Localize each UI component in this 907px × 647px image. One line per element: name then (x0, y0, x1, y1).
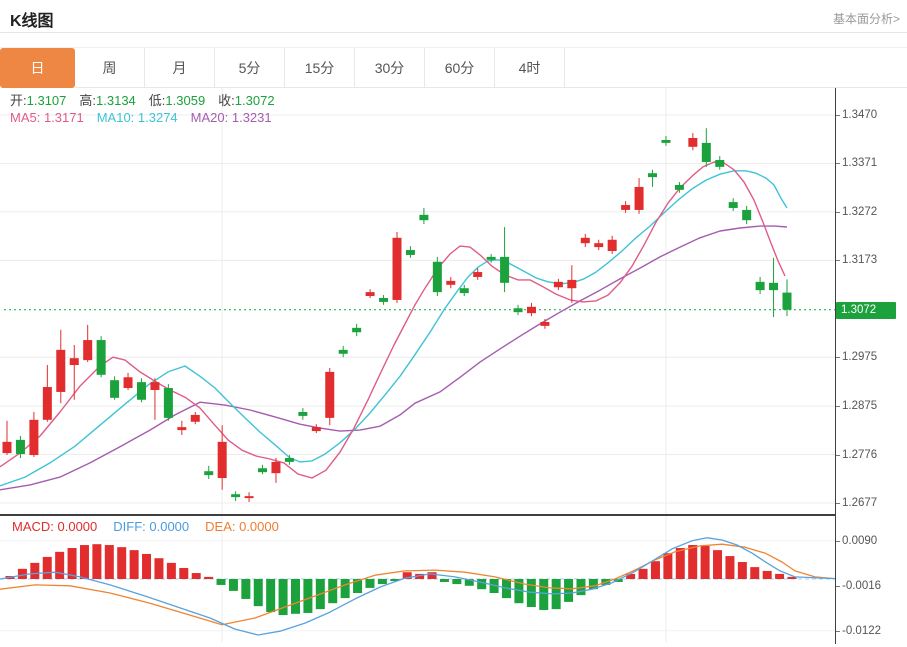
tab-timeframe-0[interactable]: 日 (0, 48, 75, 88)
macd-legend: MACD: 0.0000 DIFF: 0.0000 DEA: 0.0000 (12, 519, 295, 535)
price-tick-label: 1.2875 (842, 400, 878, 412)
axis-tick (836, 163, 840, 164)
price-tick-label: 1.2776 (842, 449, 878, 461)
axis-tick (836, 541, 840, 542)
tab-timeframe-7[interactable]: 4时 (495, 48, 565, 88)
candlestick-chart (0, 88, 835, 514)
macd-legend-item: MACD: 0.0000 (12, 519, 98, 534)
ohlc-legend-row: 开:1.3107 高:1.3134 低:1.3059 收:1.3072 (10, 92, 288, 109)
price-tick-label: 1.3371 (842, 157, 878, 169)
tab-timeframe-2[interactable]: 月 (145, 48, 215, 88)
price-tick-label: 1.2975 (842, 351, 878, 363)
price-tick-label: 1.3470 (842, 109, 878, 121)
tab-timeframe-3[interactable]: 5分 (215, 48, 285, 88)
tab-timeframe-5[interactable]: 30分 (355, 48, 425, 88)
axis-tick (836, 586, 840, 587)
macd-tick-label: -0.0016 (842, 580, 882, 592)
axis-tick (836, 406, 840, 407)
macd-tick-label: 0.0090 (842, 535, 878, 547)
ohlc-legend-item: 收:1.3072 (218, 93, 275, 108)
ma-legend-row: MA5: 1.3171 MA10: 1.3274 MA20: 1.3231 (10, 109, 288, 126)
macd-legend-item: DEA: 0.0000 (205, 519, 279, 534)
macd-tick-label: -0.0122 (842, 625, 882, 637)
axis-tick (836, 357, 840, 358)
tab-timeframe-6[interactable]: 60分 (425, 48, 495, 88)
price-tick-label: 1.3272 (842, 206, 878, 218)
kline-legend: 开:1.3107 高:1.3134 低:1.3059 收:1.3072 MA5: 1.… (10, 92, 288, 126)
ohlc-legend-item: 低:1.3059 (148, 93, 206, 108)
panel-separator (0, 514, 836, 516)
axis-tick (836, 115, 840, 116)
tab-timeframe-4[interactable]: 15分 (285, 48, 355, 88)
tabbar-filler (565, 48, 907, 88)
axis-tick (836, 631, 840, 632)
ohlc-legend-item: 高:1.3134 (79, 93, 136, 108)
axis-tick (836, 503, 840, 504)
macd-legend-item: DIFF: 0.0000 (113, 519, 190, 534)
axis-tick (836, 455, 840, 456)
axis-tick (836, 212, 840, 213)
timeframe-tabbar: 日周月 5分 15分 30分 60分 4时 (0, 47, 907, 88)
axis-tick (836, 260, 840, 261)
price-tick-label: 1.2677 (842, 497, 878, 509)
header: K线图 基本面分析> (0, 0, 907, 33)
ohlc-legend-item: 开:1.3107 (10, 93, 67, 108)
chart-area: 开:1.3107 高:1.3134 低:1.3059 收:1.3072 MA5: 1.… (0, 88, 907, 644)
ma-legend-item: MA5: 1.3171 (10, 110, 84, 125)
fundamental-analysis-link[interactable]: 基本面分析> (832, 12, 900, 26)
page-title: K线图 (10, 13, 54, 30)
price-axis-line (835, 88, 836, 644)
tab-timeframe-1[interactable]: 周 (75, 48, 145, 88)
ma-legend-item: MA10: 1.3274 (96, 110, 178, 125)
current-price-tag: 1.3072 (836, 302, 896, 319)
ma-legend-item: MA20: 1.3231 (190, 110, 272, 125)
price-tick-label: 1.3173 (842, 254, 878, 266)
macd-chart (0, 516, 835, 642)
